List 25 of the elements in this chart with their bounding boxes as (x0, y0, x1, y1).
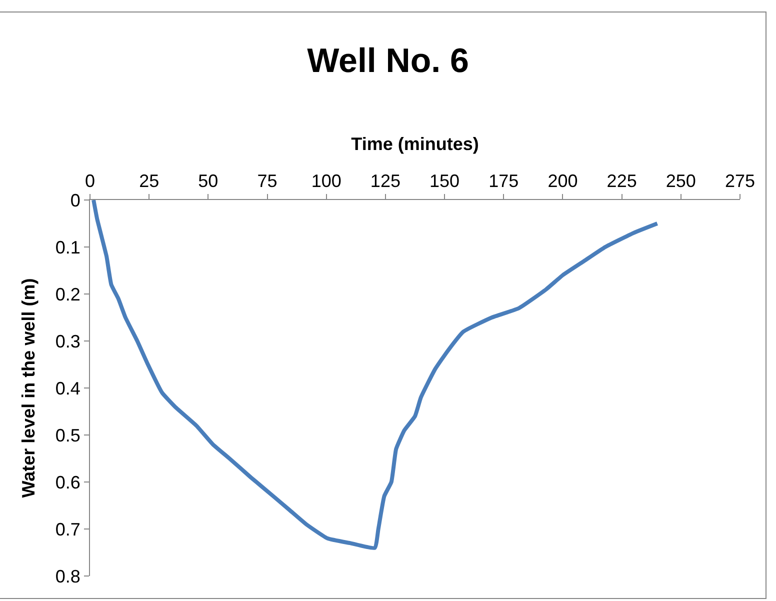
x-tick-label: 275 (724, 170, 756, 191)
y-tick-label: 0.1 (55, 237, 80, 258)
line-series (92, 200, 660, 550)
y-axis-title: Water level in the well (m) (18, 278, 39, 498)
y-tick-label: 0.3 (55, 331, 80, 352)
x-tick-label: 75 (257, 170, 278, 191)
x-tick-label: 225 (606, 170, 637, 191)
x-axis-title: Time (minutes) (351, 134, 479, 154)
x-tick-label: 0 (84, 170, 96, 191)
x-tick-label: 100 (311, 170, 342, 191)
chart-title: Well No. 6 (307, 42, 469, 80)
y-tick-label: 0.5 (55, 425, 80, 446)
y-tick-label: 0.6 (55, 472, 80, 492)
y-tick-label: 0.4 (55, 378, 80, 398)
y-tick-label: 0.8 (55, 566, 80, 586)
x-tick-label: 200 (548, 170, 578, 191)
y-tick-label: 0.7 (55, 519, 80, 540)
x-tick-label: 250 (666, 170, 696, 191)
y-tick-label: 0 (70, 190, 80, 210)
x-tick-label: 50 (198, 170, 218, 191)
x-tick-label: 125 (370, 170, 400, 191)
x-tick-label: 175 (488, 170, 519, 191)
x-tick-label: 25 (139, 170, 160, 191)
y-tick-label: 0.2 (55, 284, 80, 304)
x-tick-label: 150 (430, 170, 460, 191)
